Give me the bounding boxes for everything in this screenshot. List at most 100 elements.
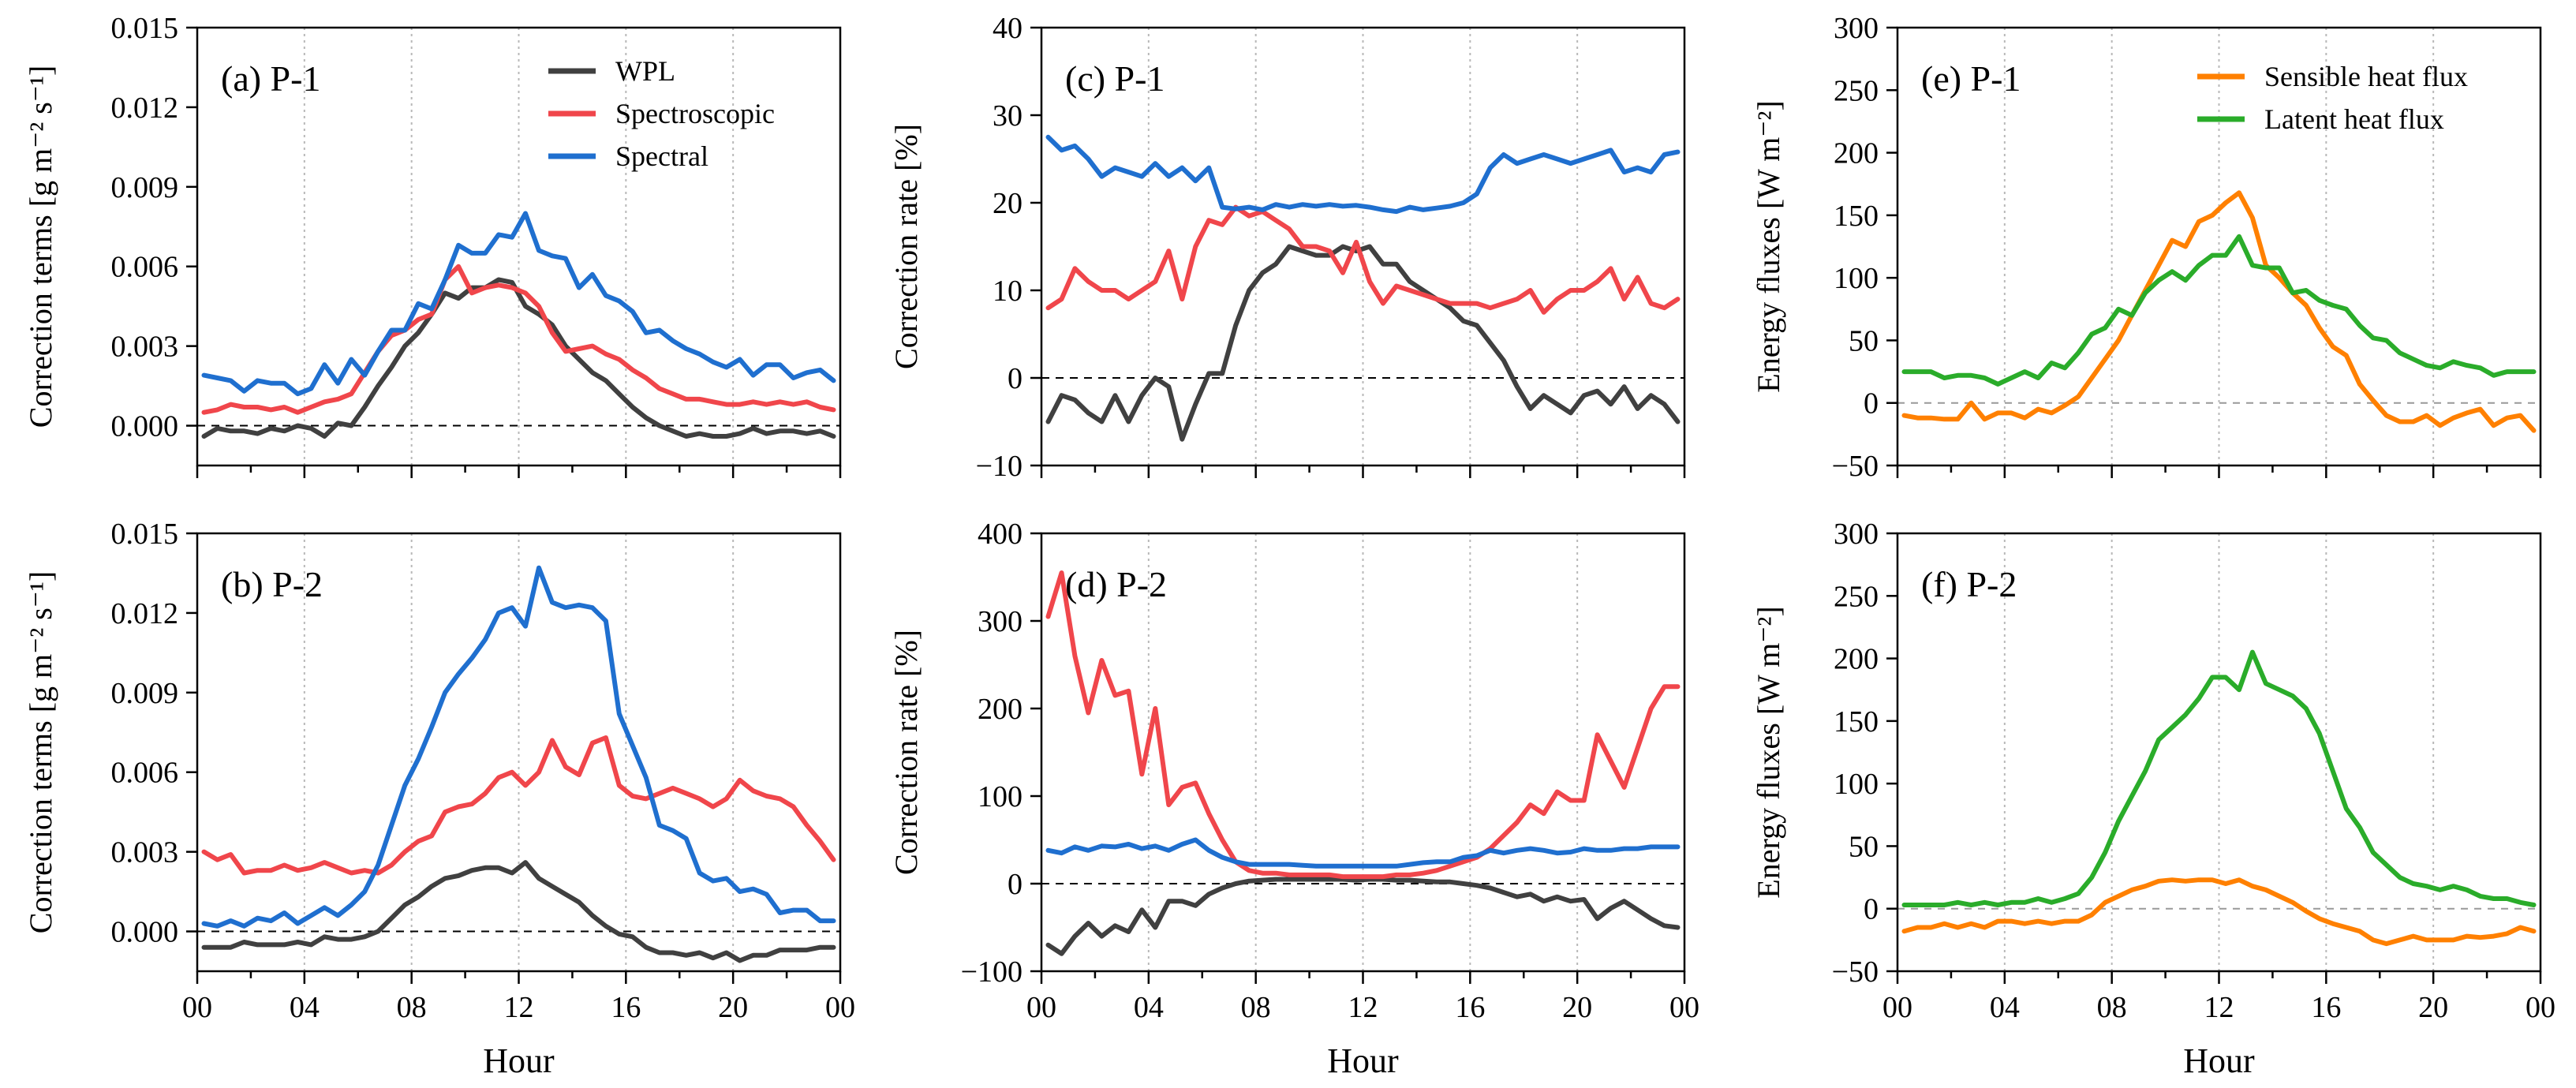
series-line-sensible-heat-flux bbox=[1901, 877, 2537, 947]
y-tick-label: 100 bbox=[1834, 768, 1879, 801]
y-tick-label: 0.012 bbox=[111, 597, 179, 630]
y-tick-label: 400 bbox=[978, 518, 1023, 551]
series-line-wpl bbox=[201, 860, 836, 963]
x-tick-label: 12 bbox=[1348, 991, 1378, 1024]
y-tick-label: −50 bbox=[1832, 450, 1879, 483]
legend-label: Spectroscopic bbox=[615, 98, 775, 129]
y-tick-label: 0.015 bbox=[111, 518, 179, 551]
x-tick-label: 04 bbox=[1134, 991, 1164, 1024]
y-axis-label: Correction terms [g m⁻² s⁻¹] bbox=[23, 571, 58, 933]
y-axis-label: Energy fluxes [W m⁻²] bbox=[1751, 100, 1786, 392]
panel-6: 00 04 08 12 16 20 00−50050100150200250300Energ… bbox=[1751, 518, 2555, 1080]
legend-label: Latent heat flux bbox=[2264, 103, 2444, 135]
y-tick-label: 200 bbox=[1834, 137, 1879, 170]
y-tick-label: 0 bbox=[1008, 868, 1023, 901]
y-tick-label: 0.000 bbox=[111, 916, 179, 949]
x-tick-label: 12 bbox=[2204, 991, 2234, 1024]
series-line-spectroscopic bbox=[201, 264, 836, 415]
panel-title: (a) P-1 bbox=[221, 58, 320, 99]
series-line-spectral bbox=[201, 565, 836, 929]
panel-title: (f) P-2 bbox=[1921, 564, 2017, 604]
y-tick-label: 50 bbox=[1849, 324, 1879, 357]
panel-1: 0.000 0.003 0.006 0.009 0.012 0.015 Correction… bbox=[23, 12, 842, 478]
y-tick-label: 0.000 bbox=[111, 410, 179, 443]
y-tick-label: 200 bbox=[1834, 643, 1879, 676]
x-tick-label: 00 bbox=[825, 991, 855, 1024]
panel-5: −50 0 50 100 150 200 250 300 Energy fluxes [W m⁻… bbox=[1751, 12, 2542, 483]
x-tick-label: 16 bbox=[611, 991, 641, 1024]
y-tick-label: 0 bbox=[1864, 893, 1879, 926]
x-tick-label: 20 bbox=[1562, 991, 1592, 1024]
y-tick-label: 50 bbox=[1849, 830, 1879, 863]
legend-label: WPL bbox=[615, 55, 675, 87]
y-tick-label: 100 bbox=[1834, 262, 1879, 295]
series-line-wpl bbox=[201, 277, 836, 439]
y-axis-label: Correction rate [%] bbox=[888, 124, 924, 369]
series-line-spectroscopic bbox=[1045, 570, 1681, 880]
series-line-spectroscopic bbox=[1045, 204, 1681, 315]
series-line-spectral bbox=[201, 211, 836, 397]
y-tick-label: 0.012 bbox=[111, 92, 179, 125]
x-tick-label: 04 bbox=[1990, 991, 2020, 1024]
y-tick-label: 20 bbox=[993, 187, 1023, 220]
y-tick-label: 300 bbox=[1834, 518, 1879, 551]
series-line-latent-heat-flux bbox=[1901, 649, 2537, 907]
y-axis-label: Correction terms [g m⁻² s⁻¹] bbox=[23, 65, 58, 428]
y-tick-label: 0.003 bbox=[111, 331, 179, 364]
y-tick-label: 150 bbox=[1834, 705, 1879, 738]
x-tick-label: 00 bbox=[1026, 991, 1056, 1024]
y-tick-label: −10 bbox=[976, 450, 1023, 483]
y-tick-label: 0.009 bbox=[111, 171, 179, 204]
x-tick-label: 04 bbox=[290, 991, 320, 1024]
x-tick-label: 08 bbox=[1241, 991, 1271, 1024]
series-line-spectroscopic bbox=[201, 735, 836, 876]
y-tick-label: 0.003 bbox=[111, 836, 179, 869]
x-axis-label: Hour bbox=[1327, 1041, 1399, 1080]
y-tick-label: 300 bbox=[978, 605, 1023, 638]
series-line-latent-heat-flux bbox=[1901, 234, 2537, 387]
x-tick-label: 20 bbox=[718, 991, 748, 1024]
panel-title: (e) P-1 bbox=[1921, 58, 2021, 99]
x-tick-label: 08 bbox=[397, 991, 427, 1024]
y-tick-label: 250 bbox=[1834, 580, 1879, 613]
x-tick-label: 08 bbox=[2097, 991, 2127, 1024]
x-axis-label: Hour bbox=[2183, 1041, 2255, 1080]
y-tick-label: 150 bbox=[1834, 200, 1879, 233]
x-tick-label: 12 bbox=[504, 991, 534, 1024]
y-tick-label: −50 bbox=[1832, 955, 1879, 989]
y-axis-label: Correction rate [%] bbox=[888, 630, 924, 875]
y-tick-label: 0 bbox=[1008, 362, 1023, 395]
panel-title: (b) P-2 bbox=[221, 564, 323, 604]
x-tick-label: 16 bbox=[1455, 991, 1485, 1024]
y-tick-label: 0.009 bbox=[111, 677, 179, 710]
x-tick-label: 00 bbox=[1882, 991, 1912, 1024]
series-line-spectral bbox=[1045, 837, 1681, 869]
y-tick-label: 30 bbox=[993, 99, 1023, 133]
y-tick-label: 0.006 bbox=[111, 757, 179, 790]
x-axis-label: Hour bbox=[483, 1041, 555, 1080]
y-tick-label: −100 bbox=[961, 955, 1023, 989]
panel-title: (d) P-2 bbox=[1065, 564, 1167, 604]
y-tick-label: 0 bbox=[1864, 387, 1879, 421]
panel-title: (c) P-1 bbox=[1065, 58, 1165, 99]
series-line-wpl bbox=[1045, 877, 1681, 956]
panel-2: 00 04 08 12 16 20 00 0.000 0.003 0.006 0.009 0.012 0… bbox=[23, 518, 855, 1080]
x-tick-label: 00 bbox=[2526, 991, 2555, 1024]
series-line-wpl bbox=[1045, 244, 1681, 442]
legend-label: Sensible heat flux bbox=[2264, 61, 2468, 92]
legend-label: Spectral bbox=[615, 140, 708, 172]
panel-4: 00 04 08 12 16 20 00−1000100200300400Correctio… bbox=[888, 518, 1699, 1080]
y-tick-label: 0.006 bbox=[111, 251, 179, 284]
panel-3: −10 0 10 20 30 40 Correction rate [%] (c) P-1 bbox=[888, 12, 1686, 483]
x-tick-label: 16 bbox=[2311, 991, 2341, 1024]
y-tick-label: 250 bbox=[1834, 74, 1879, 107]
series-line-spectral bbox=[1045, 134, 1681, 215]
y-tick-label: 40 bbox=[993, 12, 1023, 45]
y-tick-label: 300 bbox=[1834, 12, 1879, 45]
x-tick-label: 00 bbox=[182, 991, 212, 1024]
y-tick-label: 200 bbox=[978, 693, 1023, 726]
y-axis-label: Energy fluxes [W m⁻²] bbox=[1751, 606, 1786, 898]
y-tick-label: 100 bbox=[978, 780, 1023, 813]
y-tick-label: 0.015 bbox=[111, 12, 179, 45]
